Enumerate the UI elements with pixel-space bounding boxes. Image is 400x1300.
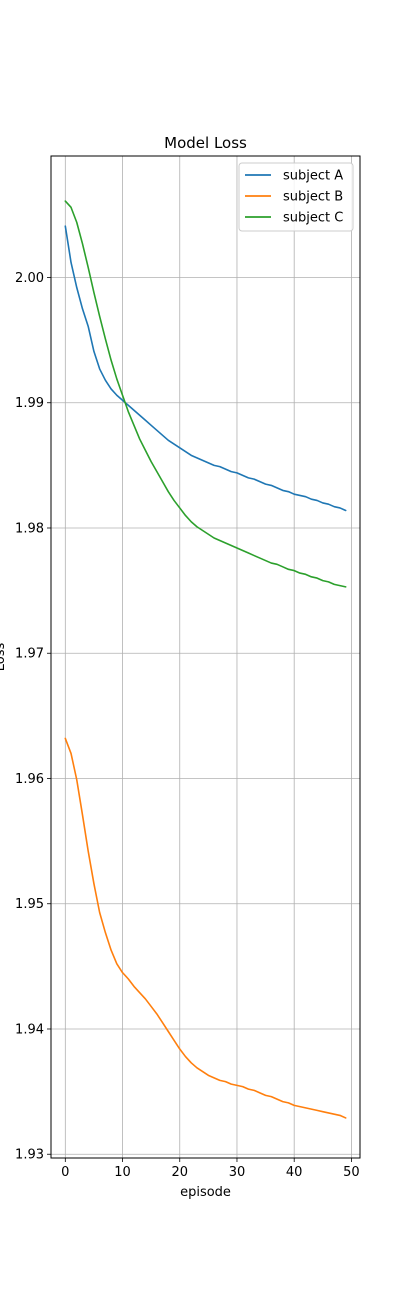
- y-axis-label: Loss: [0, 643, 8, 672]
- y-tick-label: 1.95: [15, 897, 44, 912]
- legend-label: subject C: [283, 211, 343, 226]
- legend: subject A subject B subject C: [238, 162, 354, 232]
- x-axis-ticks: 0 10 20 30 40 50: [61, 1158, 360, 1180]
- x-tick-label: 10: [114, 1165, 131, 1180]
- y-tick-label: 2.00: [15, 271, 44, 286]
- y-tick-label: 1.99: [15, 396, 44, 411]
- y-tick-label: 1.97: [15, 647, 44, 662]
- plot-frame: [50, 155, 361, 1159]
- y-axis-ticks: 1.93 1.94 1.95 1.96 1.97 1.98 1.99 2.00: [15, 271, 51, 1163]
- grid-lines: [51, 156, 360, 1158]
- x-axis-label: episode: [180, 1185, 231, 1200]
- x-tick-label: 40: [286, 1165, 303, 1180]
- x-tick-label: 20: [171, 1165, 188, 1180]
- y-tick-label: 1.98: [15, 521, 44, 536]
- series-line-subject-b: [64, 737, 347, 1119]
- legend-label: subject B: [283, 190, 343, 205]
- x-tick-label: 0: [61, 1165, 69, 1180]
- chart-title: Model Loss: [164, 134, 247, 152]
- x-tick-label: 50: [343, 1165, 360, 1180]
- series-lines: [64, 200, 347, 1119]
- y-tick-label: 1.94: [15, 1022, 44, 1037]
- legend-label: subject A: [283, 169, 343, 184]
- series-line-subject-c: [64, 200, 347, 588]
- series-line-subject-a: [64, 225, 347, 512]
- y-tick-label: 1.93: [15, 1148, 44, 1163]
- legend-box: [238, 162, 354, 232]
- y-tick-label: 1.96: [15, 772, 44, 787]
- x-tick-label: 30: [229, 1165, 246, 1180]
